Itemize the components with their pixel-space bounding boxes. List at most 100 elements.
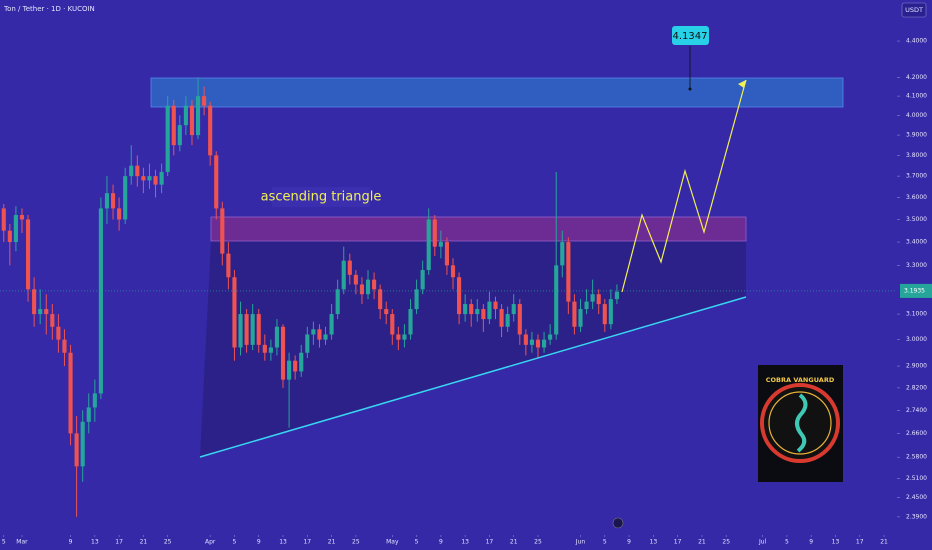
candle-body	[542, 339, 547, 348]
candle-body	[110, 193, 116, 209]
logo-inner-ring	[768, 391, 832, 455]
x-tick-label: May	[386, 539, 399, 546]
candle-body	[32, 289, 37, 315]
candle-body	[62, 339, 67, 353]
drawings-under	[150, 77, 844, 457]
y-tick-label: 2.4500	[906, 494, 927, 501]
candle-body	[372, 279, 377, 290]
candle-body	[517, 304, 522, 335]
candle-body	[153, 176, 158, 185]
drawings-over: 4.1347 ascending triangle COBRA VANGUARD…	[3, 2, 927, 529]
candle-body	[305, 334, 310, 353]
last-price-box	[900, 283, 932, 298]
candle-body	[268, 347, 273, 353]
currency-box[interactable]	[901, 2, 927, 18]
x-tick-label: 5	[415, 539, 419, 546]
candle-body	[274, 326, 280, 348]
y-tick-label: 4.1000	[906, 93, 927, 100]
y-tick-label: 2.9000	[906, 363, 927, 370]
candle-body	[159, 171, 164, 185]
candle-body	[414, 289, 419, 310]
annotation: ascending triangle	[261, 190, 382, 205]
supply-zone	[150, 77, 844, 108]
target-dot	[688, 87, 692, 91]
candle-body	[426, 219, 431, 271]
x-tick-label: Mar	[16, 539, 28, 546]
candle-body	[487, 301, 492, 320]
candle-body	[511, 304, 516, 315]
y-tick-label: 3.9000	[906, 132, 927, 139]
candle-body	[123, 176, 128, 220]
candle-body	[256, 314, 261, 345]
y-tick-label: 3.8000	[906, 152, 927, 159]
x-tick-label: 13	[279, 539, 287, 546]
x-tick-label: 13	[650, 539, 658, 546]
axes: 4.4000 4.2000 4.1000 4.0000 3.9000 3.8000 3.70…	[0, 38, 932, 546]
candle-body	[341, 260, 346, 290]
x-tick-label: 21	[698, 539, 706, 546]
x-tick-label: 21	[140, 539, 148, 546]
y-tick-label: 4.4000	[906, 38, 927, 45]
candle-body	[250, 314, 255, 345]
candle-body	[432, 219, 437, 247]
target-box	[672, 26, 709, 45]
x-tick-label: Jul	[758, 539, 767, 546]
candle-body	[141, 176, 146, 181]
x-tick-label: 5	[603, 539, 607, 546]
y-tick-label: 2.6600	[906, 430, 927, 437]
y-tick-label: 2.8200	[906, 384, 927, 391]
candle-body	[299, 352, 304, 372]
candle-body	[596, 294, 601, 305]
candle-body	[147, 176, 152, 181]
annotation-bg	[272, 187, 370, 207]
projection-path	[621, 79, 747, 293]
candle-body	[323, 334, 328, 340]
candle-body	[590, 294, 595, 302]
candle-body	[608, 299, 613, 325]
candle-body	[390, 314, 395, 335]
x-tick-label: 25	[352, 539, 360, 546]
candle-body	[262, 344, 267, 353]
x-tick-label: 17	[303, 539, 311, 546]
last-price-label: 3.1935	[904, 287, 925, 294]
y-tick-label: 3.3000	[906, 262, 927, 269]
candle-body	[481, 309, 486, 320]
candle-body	[396, 334, 401, 340]
x-tick-label: 9	[439, 539, 443, 546]
candle-body	[165, 105, 170, 172]
candle-body	[135, 165, 140, 177]
candle-body	[584, 301, 589, 310]
y-tick-label: 2.7400	[906, 407, 927, 414]
x-tick-label: Apr	[205, 539, 216, 546]
x-tick-label: 21	[328, 539, 336, 546]
x-tick-label: 17	[486, 539, 494, 546]
x-tick-label: 13	[91, 539, 99, 546]
x-tick-label: 5	[233, 539, 237, 546]
candle-body	[602, 304, 607, 325]
symbol-title: Ton / Tether · 1D · KUCOIN	[3, 5, 95, 13]
candle-body	[329, 314, 334, 335]
y-tick-label: 3.1000	[906, 311, 927, 318]
projection-arrow	[738, 80, 746, 88]
candle-body	[129, 165, 134, 177]
candle-body	[287, 360, 292, 380]
candle-body	[614, 291, 619, 300]
y-tick-label: 2.5800	[906, 454, 927, 461]
candle-body	[202, 96, 207, 106]
candle-body	[475, 309, 480, 315]
event-icon[interactable]	[612, 517, 624, 529]
candle-body	[499, 309, 504, 327]
x-tick-label: 13	[832, 539, 840, 546]
candle-body	[44, 309, 49, 315]
candle-body	[572, 301, 577, 327]
candle-body	[353, 274, 358, 285]
candle-body	[359, 284, 365, 295]
x-tick-label: 5	[785, 539, 789, 546]
candle-body	[183, 105, 188, 126]
candle-body	[548, 334, 553, 340]
candle-body	[56, 326, 61, 340]
target-label: 4.1347	[673, 31, 708, 42]
candle-body	[117, 208, 122, 220]
candle-body	[171, 105, 176, 146]
